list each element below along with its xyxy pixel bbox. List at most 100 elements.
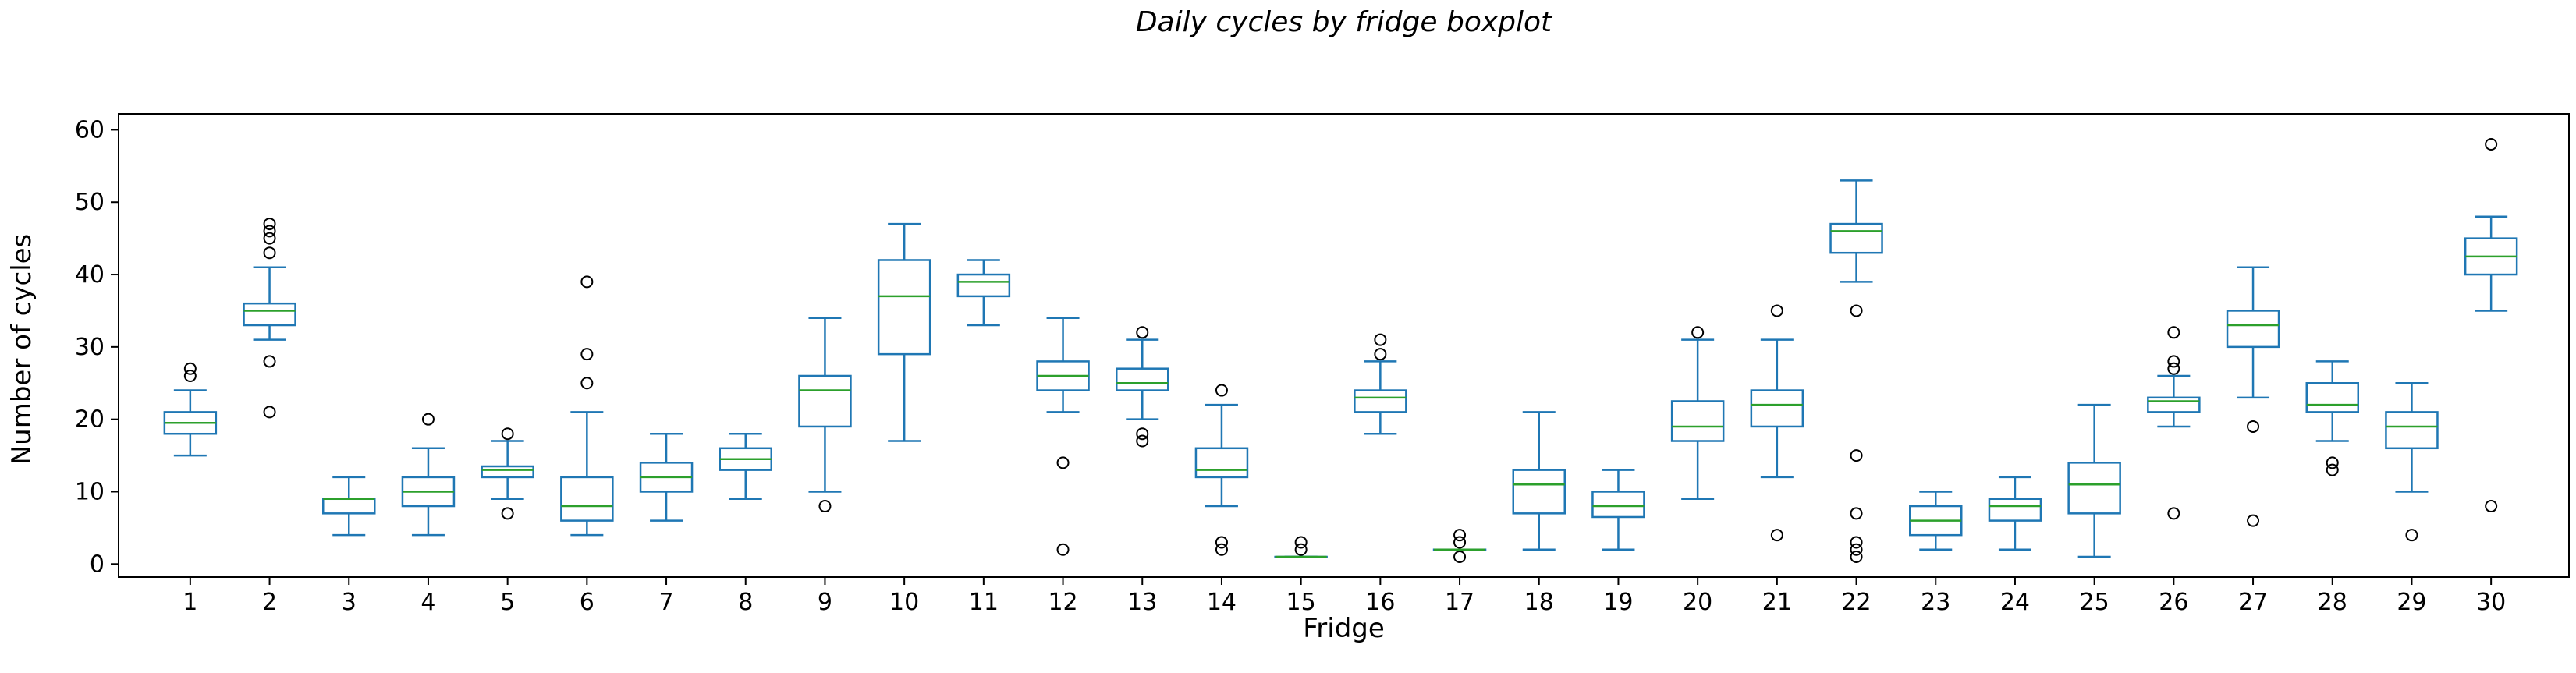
x-tick-label: 13 [1127,589,1157,616]
outlier-point [263,225,276,238]
outlier-point [1850,543,1863,556]
outlier-point [263,218,276,231]
x-tick-label: 18 [1524,589,1554,616]
outlier-point [2405,529,2418,542]
x-tick-label: 4 [420,589,435,616]
outlier-point [2167,507,2180,520]
outlier-point [1136,427,1149,441]
outlier-point [1136,326,1149,339]
x-tick-label: 3 [342,589,357,616]
outlier-point [183,369,197,382]
x-tick-label: 16 [1365,589,1395,616]
x-tick-label: 30 [2476,589,2506,616]
outlier-point [1770,304,1783,317]
outlier-point [2326,456,2339,469]
chart-title: Daily cycles by fridge boxplot [1135,6,1552,38]
outlier-point [580,348,594,361]
x-tick-label: 15 [1286,589,1316,616]
x-tick-label: 11 [969,589,999,616]
outlier-point [1056,543,1070,556]
outlier-point [2167,362,2180,375]
x-tick-label: 27 [2238,589,2268,616]
x-tick-label: 6 [580,589,594,616]
outlier-point [1215,543,1228,556]
outlier-point [1850,449,1863,462]
x-tick-label: 1 [183,589,197,616]
outlier-point [1850,551,1863,564]
outlier-point [580,275,594,289]
y-tick-label: 10 [75,478,105,505]
x-tick-label: 29 [2397,589,2426,616]
box [560,476,614,522]
box [1194,447,1249,479]
x-tick-label: 10 [889,589,919,616]
box [798,374,852,428]
box [322,498,376,515]
x-tick-label: 24 [2000,589,2030,616]
box [1116,367,1169,391]
outlier-point [1215,384,1228,397]
outlier-point [1215,536,1228,549]
outlier-point [1850,536,1863,549]
box [243,302,296,327]
x-tick-label: 21 [1762,589,1792,616]
x-tick-label: 22 [1841,589,1871,616]
box [2147,396,2201,413]
outlier-point [1136,434,1149,448]
box [877,259,931,356]
outlier-point [1374,348,1387,361]
outlier-point [2485,137,2498,151]
outlier-point [2326,463,2339,476]
outlier-point [263,232,276,245]
outlier-point [1850,304,1863,317]
outlier-point [421,413,435,426]
box [1829,222,1883,254]
y-tick-label: 50 [75,189,105,216]
outlier-point [263,246,276,260]
outlier-point [501,427,514,441]
outlier-point [1056,456,1070,469]
outlier-point [263,355,276,368]
outlier-point [580,377,594,390]
outlier-point [1453,536,1467,549]
x-tick-label: 14 [1207,589,1237,616]
x-tick-label: 9 [818,589,832,616]
y-tick-label: 60 [75,116,105,143]
outlier-point [1453,529,1467,542]
outlier-point [183,362,197,375]
x-tick-label: 26 [2159,589,2188,616]
x-tick-label: 7 [659,589,674,616]
x-tick-label: 12 [1048,589,1077,616]
outlier-point [1294,536,1308,549]
x-tick-label: 2 [262,589,277,616]
outlier-point [1691,326,1705,339]
box [2385,411,2439,450]
box [1354,389,1407,413]
outlier-point [2167,355,2180,368]
outlier-point [263,406,276,419]
y-tick-label: 40 [75,261,105,289]
outlier-point [2167,326,2180,339]
outlier-point [1374,333,1387,346]
y-tick-label: 30 [75,334,105,361]
outlier-point [1453,551,1467,564]
box [2067,462,2121,515]
box [1591,491,1645,519]
outlier-point [2247,514,2260,527]
outlier-point [501,507,514,520]
x-tick-label: 5 [500,589,515,616]
box [2305,382,2359,413]
outlier-point [2247,420,2260,433]
box [956,273,1011,298]
x-tick-label: 20 [1683,589,1712,616]
y-tick-label: 0 [90,551,105,578]
box [481,465,534,479]
x-tick-label: 17 [1445,589,1474,616]
box [2226,310,2280,349]
x-axis-label: Fridge [1303,613,1385,644]
plot-frame [118,113,2570,578]
outlier-point [1850,507,1863,520]
x-tick-label: 19 [1603,589,1633,616]
